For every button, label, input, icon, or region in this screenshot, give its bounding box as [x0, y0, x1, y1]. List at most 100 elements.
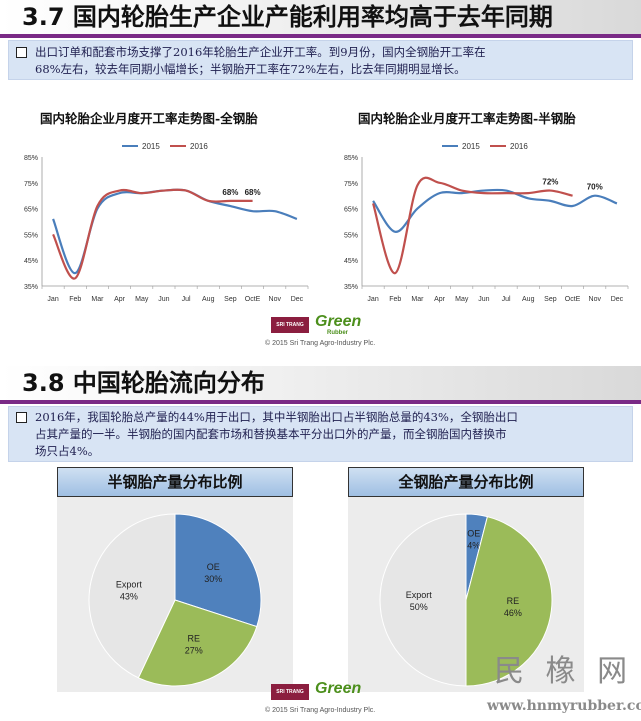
series-line-2016	[52, 188, 253, 280]
slice-label: Export	[406, 590, 433, 600]
section-rule	[0, 34, 641, 38]
x-tick-label: Dec	[611, 296, 624, 303]
x-tick-label: Nov	[589, 296, 602, 303]
note-box-3-7: 出口订单和配套市场支撑了2016年轮胎生产企业开工率。到9月份，国内全钢胎开工率…	[8, 40, 633, 80]
x-tick-label: Sep	[224, 296, 237, 303]
slice-value: 27%	[185, 645, 203, 655]
note-box-3-8: 2016年，我国轮胎总产量的44%用于出口，其中半钢胎出口占半钢胎总量的43%，…	[8, 406, 633, 462]
note-line: 68%左右，较去年同期小幅增长；半钢胎开工率在72%左右，比去年同期明显增长。	[35, 62, 466, 76]
checkbox-bullet-icon	[16, 47, 27, 58]
pie-slice-re	[465, 516, 553, 687]
slice-label: RE	[188, 633, 201, 643]
x-tick-label: Mar	[411, 296, 424, 303]
sri-trang-logo: SRI TRANG	[271, 684, 309, 700]
y-tick-label: 55%	[344, 232, 358, 239]
slice-value: 4%	[467, 541, 480, 551]
legend-label-2015: 2015	[142, 142, 160, 151]
x-tick-label: OctE	[245, 296, 261, 303]
pie-slice-re	[137, 599, 258, 687]
pie-title-semi-steel: 半钢胎产量分布比例	[57, 467, 293, 497]
line-chart-semi-steel: 2015 2016 35% 45% 55% 65% 75% 85% Jan Feb Mar Apr Ma…	[344, 142, 629, 303]
x-tick-label: Jan	[47, 296, 58, 303]
data-label: 70%	[587, 183, 603, 192]
green-rubber-logo: Green	[315, 313, 361, 331]
note-text: 出口订单和配套市场支撑了2016年轮胎生产企业开工率。到9月份，国内全钢胎开工率…	[35, 44, 626, 78]
checkbox-bullet-icon	[16, 412, 27, 423]
x-tick-label: Jul	[502, 296, 511, 303]
section-title-3-7: 3.7 国内轮胎生产企业产能利用率均高于去年同期	[0, 0, 641, 34]
slice-value: 43%	[120, 592, 138, 602]
y-tick-label: 75%	[344, 181, 358, 188]
x-tick-label: Sep	[544, 296, 557, 303]
green-text: Green	[315, 680, 362, 697]
series-line-2015	[372, 188, 618, 233]
data-label: 68%	[245, 188, 261, 197]
x-tick-label: Apr	[434, 296, 446, 303]
x-tick-label: May	[135, 296, 149, 303]
legend-label-2016: 2016	[510, 142, 528, 151]
y-tick-label: 75%	[24, 181, 38, 188]
x-tick-label: Jan	[367, 296, 378, 303]
chart-title-all-steel: 国内轮胎企业月度开工率走势图-全钢胎	[40, 111, 258, 126]
slice-label: OE	[467, 529, 480, 539]
chart-title-semi-steel: 国内轮胎企业月度开工率走势图-半钢胎	[358, 111, 576, 126]
y-tick-label: 65%	[344, 207, 358, 214]
y-tick-label: 55%	[24, 232, 38, 239]
slice-label: OE	[207, 562, 220, 572]
pie-title-all-steel: 全钢胎产量分布比例	[348, 467, 584, 497]
data-label: 68%	[222, 188, 238, 197]
y-tick-label: 35%	[24, 284, 38, 291]
x-tick-label: Feb	[389, 296, 401, 303]
pie-slice-export	[379, 513, 467, 687]
green-text: Green	[315, 313, 362, 330]
x-tick-label: Feb	[69, 296, 81, 303]
green-rubber-logo: Green	[315, 680, 361, 698]
x-tick-label: Nov	[269, 296, 282, 303]
section-rule	[0, 400, 641, 404]
y-tick-label: 85%	[24, 155, 38, 162]
pie-chart-semi-steel: OE 30% RE 27% Export 43%	[88, 513, 262, 687]
x-tick-label: Jun	[158, 296, 169, 303]
note-line: 2016年，我国轮胎总产量的44%用于出口，其中半钢胎出口占半钢胎总量的43%，…	[35, 410, 518, 424]
pie-slice-oe	[174, 513, 262, 628]
y-tick-label: 65%	[24, 207, 38, 214]
legend-label-2016: 2016	[190, 142, 208, 151]
x-tick-label: Dec	[291, 296, 304, 303]
y-tick-label: 45%	[344, 258, 358, 265]
sri-trang-logo: SRI TRANG	[271, 317, 309, 333]
note-text: 2016年，我国轮胎总产量的44%用于出口，其中半钢胎出口占半钢胎总量的43%，…	[35, 409, 626, 460]
data-label: 72%	[542, 178, 558, 187]
note-line: 场只占4%。	[35, 444, 100, 458]
slice-label: RE	[507, 596, 520, 606]
pie-chart-all-steel: OE 4% RE 46% Export 50%	[379, 513, 553, 687]
copyright-text: © 2015 Sri Trang Agro-Industry Plc.	[265, 340, 376, 347]
x-tick-label: May	[455, 296, 469, 303]
slice-value: 46%	[504, 608, 522, 618]
slice-value: 50%	[410, 602, 428, 612]
line-chart-all-steel: 2015 2016 35% 45% 55% 65% 75% 85% Jan Feb Mar Apr Ma…	[24, 142, 309, 303]
x-tick-label: OctE	[565, 296, 581, 303]
slice-value: 30%	[204, 574, 222, 584]
pie-slice-export	[88, 513, 176, 679]
y-tick-label: 35%	[344, 284, 358, 291]
x-tick-label: Jun	[478, 296, 489, 303]
y-tick-label: 45%	[24, 258, 38, 265]
x-tick-label: Mar	[91, 296, 104, 303]
legend-label-2015: 2015	[462, 142, 480, 151]
watermark-chars: 民 橡 网	[494, 654, 634, 689]
x-tick-label: Aug	[202, 296, 215, 303]
x-tick-label: Aug	[522, 296, 535, 303]
note-line: 出口订单和配套市场支撑了2016年轮胎生产企业开工率。到9月份，国内全钢胎开工率…	[35, 45, 486, 59]
copyright-text: © 2015 Sri Trang Agro-Industry Plc.	[265, 707, 376, 714]
x-tick-label: Jul	[182, 296, 191, 303]
note-line: 占其产量的一半。半钢胎的国内配套市场和替换基本平分出口外的产量，而全钢胎国内替换…	[35, 427, 507, 441]
watermark-url: www.hnmyrubber.com	[487, 698, 641, 714]
slice-label: Export	[116, 580, 143, 590]
brand-logo-bottom: SRI TRANG Green © 2015 Sri Trang Agro-In…	[265, 680, 385, 720]
x-tick-label: Apr	[114, 296, 126, 303]
brand-logo-top: SRI TRANG Green Rubber © 2015 Sri Trang …	[265, 313, 385, 355]
y-tick-label: 85%	[344, 155, 358, 162]
section-title-3-8: 3.8 中国轮胎流向分布	[0, 366, 641, 400]
rubber-text: Rubber	[327, 330, 348, 336]
series-line-2016	[372, 176, 573, 275]
